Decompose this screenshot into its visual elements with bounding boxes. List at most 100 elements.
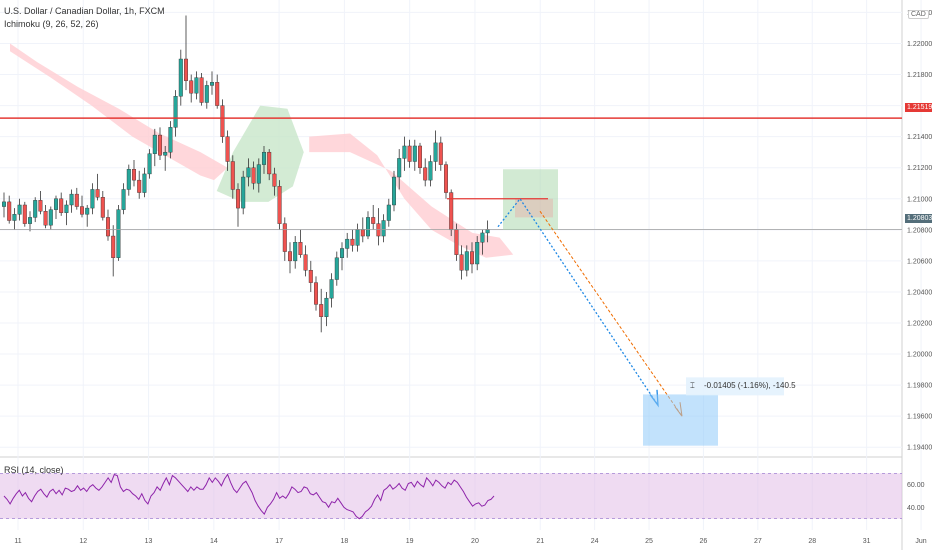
candle-body <box>74 193 79 207</box>
y-axis: 1.222001.220001.218001.216001.214001.212… <box>907 10 932 452</box>
candle-body <box>485 229 490 234</box>
candle-body <box>215 82 220 106</box>
candle-body <box>251 167 256 184</box>
candle-body <box>147 153 152 175</box>
candles <box>2 15 490 333</box>
y-tick-label: 1.21000 <box>907 196 932 203</box>
candle-body <box>204 85 209 103</box>
y-tick-label: 1.21800 <box>907 72 932 79</box>
resistance-price-tag: 1.21519 <box>905 103 932 112</box>
candle-body <box>350 238 355 246</box>
candle-body <box>324 297 329 317</box>
candle-body <box>272 173 277 187</box>
candle-body <box>314 282 319 305</box>
candle-body <box>209 82 214 86</box>
x-axis: 11 12 13 14 17 18 19 20 21 24 25 26 27 28 31 Jun <box>14 538 926 545</box>
candle-body <box>189 80 194 94</box>
candle-body <box>386 204 391 221</box>
candle-body <box>366 217 371 237</box>
candle-body <box>282 223 287 252</box>
candle-body <box>475 242 480 265</box>
y-tick-label: 1.20600 <box>907 258 932 265</box>
candle-body <box>381 220 386 237</box>
x-tick-label: 25 <box>645 538 653 545</box>
projection-path-orange <box>539 210 683 417</box>
candle-body <box>69 193 74 206</box>
candle-body <box>433 142 438 162</box>
candle-body <box>449 192 454 231</box>
candle-body <box>28 217 33 224</box>
y-tick-label: 1.20400 <box>907 289 932 296</box>
candle-body <box>329 279 334 299</box>
candle-body <box>59 198 64 213</box>
candle-body <box>178 58 183 97</box>
candle-body <box>246 167 251 178</box>
candle-body <box>262 151 267 165</box>
candle-body <box>17 204 22 215</box>
candle-body <box>12 214 17 221</box>
candle-body <box>407 145 412 162</box>
candle-body <box>85 207 90 215</box>
candle-body <box>54 198 59 210</box>
risk-zone <box>515 198 553 218</box>
candle-body <box>235 189 240 209</box>
candle-body <box>116 209 121 258</box>
candle-body <box>2 201 6 207</box>
candle-body <box>100 197 105 218</box>
x-tick-label: 21 <box>536 538 544 545</box>
candle-body <box>371 217 376 224</box>
x-tick-label: 17 <box>275 538 283 545</box>
candle-body <box>33 200 38 218</box>
candle-body <box>64 204 69 213</box>
candle-body <box>360 229 365 237</box>
profit-zone <box>503 169 558 230</box>
candle-body <box>225 136 230 162</box>
candle-body <box>402 145 407 159</box>
x-tick-label: Jun <box>915 538 926 545</box>
candle-body <box>157 134 162 156</box>
candle-body <box>480 232 485 243</box>
rsi-pane: 60.00 40.00 <box>0 473 925 520</box>
candle-body <box>459 254 464 271</box>
current-price-tag: 1.20803 <box>905 214 932 223</box>
candle-body <box>298 242 303 255</box>
candle-body <box>303 254 308 271</box>
bearish-cloud <box>10 43 228 181</box>
x-tick-label: 27 <box>754 538 762 545</box>
candle-body <box>183 58 188 81</box>
candle-body <box>397 158 402 178</box>
candle-body <box>111 235 116 258</box>
candle-body <box>392 176 397 206</box>
x-tick-label: 14 <box>210 538 218 545</box>
rsi-tick-label: 60.00 <box>907 482 925 489</box>
bearish-cloud <box>309 133 514 258</box>
symbol-title: U.S. Dollar / Canadian Dollar, 1h, FXCM <box>4 6 165 16</box>
candle-body <box>38 200 43 212</box>
candle-body <box>267 151 272 175</box>
x-tick-label: 19 <box>406 538 414 545</box>
candle-body <box>168 127 173 153</box>
y-tick-label: 1.20200 <box>907 321 932 328</box>
candle-body <box>137 179 142 193</box>
x-tick-label: 31 <box>863 538 871 545</box>
x-tick-label: 28 <box>808 538 816 545</box>
candle-body <box>345 238 350 249</box>
y-tick-label: 1.20800 <box>907 227 932 234</box>
candle-body <box>90 189 95 209</box>
candle-body <box>277 186 282 224</box>
candle-body <box>308 270 313 283</box>
currency-badge[interactable]: CAD <box>908 10 929 19</box>
x-tick-label: 18 <box>341 538 349 545</box>
candle-body <box>105 217 110 237</box>
candle-body <box>7 201 12 221</box>
candle-body <box>256 164 261 184</box>
rsi-line <box>3 473 495 520</box>
y-tick-label: 1.22000 <box>907 41 932 48</box>
candle-body <box>163 151 168 156</box>
projection-path-blue <box>497 197 659 406</box>
measure-label: -0.01405 (-1.16%), -140.5 <box>704 381 796 390</box>
candle-body <box>152 134 157 154</box>
candle-body <box>199 77 204 103</box>
candle-body <box>43 210 48 226</box>
